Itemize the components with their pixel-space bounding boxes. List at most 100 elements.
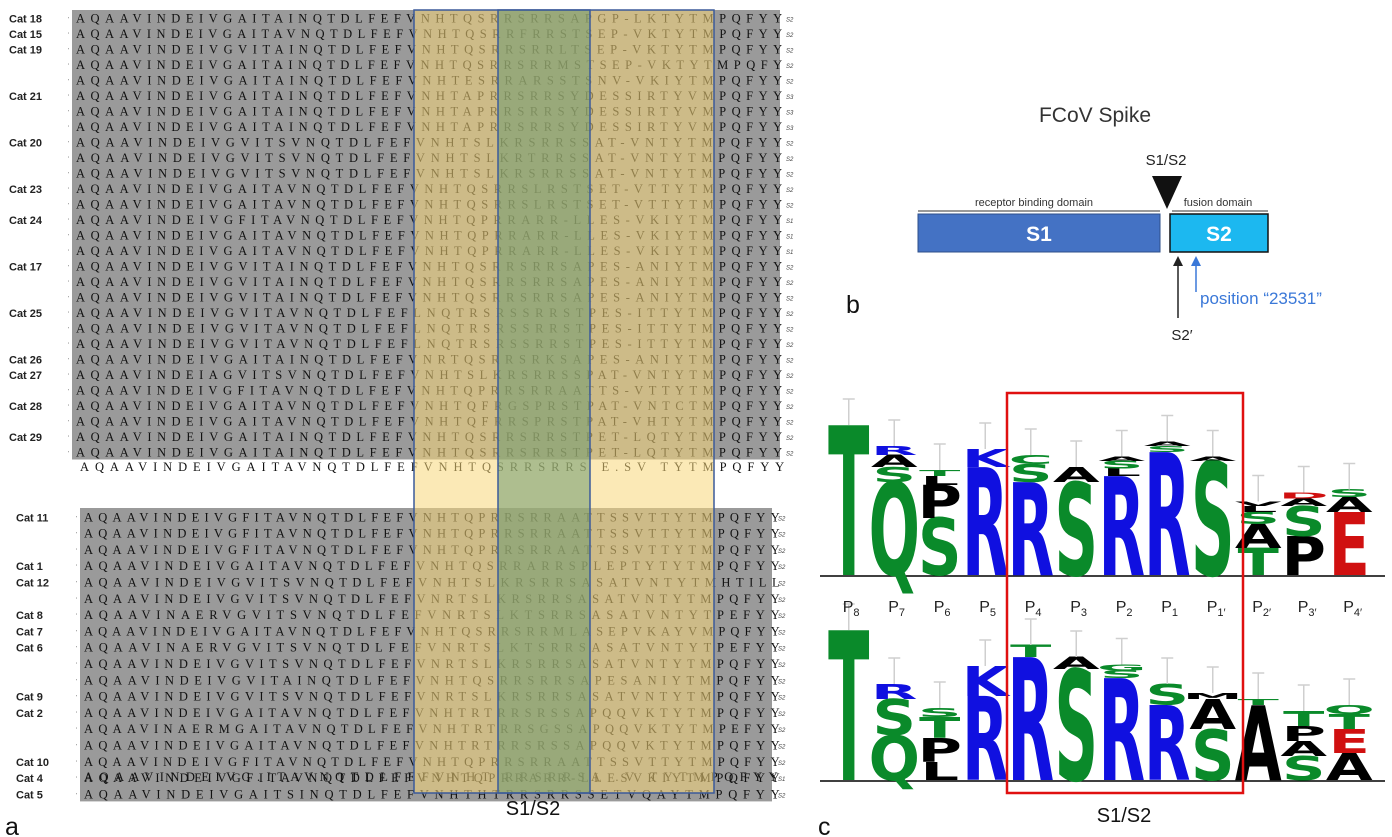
logo-letter: S: [1100, 669, 1144, 681]
logo-letter: S: [872, 463, 916, 487]
furin-site-column: [497, 9, 591, 794]
sequence-tag: S2: [786, 328, 794, 334]
fusion-domain-label: fusion domain: [1184, 197, 1253, 209]
row-tick: ’: [68, 343, 69, 349]
row-tick: ’: [76, 647, 77, 653]
logo-letter: S: [1327, 488, 1371, 500]
s1s2-site-box: [1005, 391, 1245, 795]
logo-letter: K: [962, 659, 1011, 707]
logo-letter: A: [1326, 746, 1373, 789]
row-tick: ’: [68, 64, 69, 70]
row-tick: ’: [68, 359, 69, 365]
logo-letter: P: [1282, 722, 1326, 746]
sequence-tag: S2: [778, 712, 786, 718]
category-label: Cat 10: [16, 757, 49, 769]
logo-letter: S: [873, 690, 916, 747]
logo-letter: Q: [869, 723, 920, 795]
category-label: Cat 9: [16, 692, 43, 704]
row-tick: ’: [68, 250, 69, 256]
row-tick: ’: [76, 712, 77, 718]
sequence-tag: S2: [786, 343, 794, 349]
category-label: Cat 4: [16, 773, 44, 785]
logo-letter: R: [1007, 624, 1054, 820]
sequence-tag: S2: [786, 421, 794, 427]
logo-letter: R: [1098, 450, 1145, 608]
s2-domain-box: [1169, 213, 1269, 253]
logo-letter: A: [871, 452, 919, 471]
row-tick: ’: [68, 219, 69, 225]
logo-letter: L: [920, 757, 959, 786]
logo-letter: R: [962, 438, 1009, 611]
row-tick: ’: [76, 614, 77, 620]
row-tick: ’: [76, 582, 77, 588]
logo-letter: T: [1238, 698, 1280, 708]
category-label: Cat 15: [9, 29, 42, 41]
sequence-tag: S3: [786, 111, 794, 117]
sequence-tag: S2: [786, 80, 794, 86]
position-subscript: 3′: [1308, 607, 1316, 619]
row-tick: ’: [68, 173, 69, 179]
row-tick: ’: [76, 533, 77, 539]
logo-letter: E: [1329, 723, 1370, 761]
row-tick: ’: [68, 436, 69, 442]
logo-letter: R: [962, 674, 1009, 808]
logo-letter: S: [1191, 430, 1235, 612]
row-tick: ’: [68, 235, 69, 241]
logo-letter: A: [1053, 654, 1101, 673]
sequence-tag: S2: [786, 188, 794, 194]
row-tick: ’: [76, 598, 77, 604]
sequence-tag: S1: [778, 777, 785, 783]
category-label: Cat 1: [16, 561, 43, 573]
panel-b-letter: b: [846, 291, 860, 319]
logo-letter: A: [1144, 440, 1192, 447]
sequence-tag: S2: [786, 49, 794, 55]
logo-letter: A: [1326, 493, 1373, 517]
row-tick: ’: [68, 421, 69, 427]
sequence-tag: S2: [786, 64, 794, 70]
panel-c-region-label: S1/S2: [1097, 805, 1151, 827]
sequence-tag: S2: [786, 142, 794, 148]
row-tick: ’: [68, 266, 69, 272]
logo-letter: S: [918, 503, 962, 594]
logo-letter: V: [1235, 500, 1283, 507]
row-tick: ’: [76, 679, 77, 685]
row-tick: ’: [68, 452, 69, 458]
logo-letter: S: [918, 706, 962, 720]
category-label: Cat 11: [16, 512, 48, 524]
sequence-tag: S2: [778, 679, 786, 685]
logo-letter: S: [1145, 679, 1189, 712]
sequence-tag: S2: [778, 728, 786, 734]
category-label: Cat 28: [9, 401, 42, 413]
sequence-tag: S2: [786, 374, 794, 380]
logo-letter: G: [1097, 663, 1147, 673]
row-tick: ’: [76, 777, 77, 783]
sequence-tag: S2: [786, 297, 794, 303]
logo-letter: T: [1010, 642, 1051, 661]
logo-letter: M: [1183, 692, 1243, 702]
sequence-tag: S2: [778, 516, 786, 522]
row-tick: ’: [76, 761, 77, 767]
s2prime-label: S2′: [1171, 327, 1192, 344]
sequence-tag: S2: [786, 312, 794, 318]
sequence-tag: S2: [786, 173, 794, 179]
sequence-tag: S2: [778, 582, 786, 588]
category-label: Cat 2: [16, 708, 43, 720]
row-tick: ’: [76, 793, 77, 799]
position-label: position “23531”: [1200, 289, 1322, 308]
logo-letter: A: [1189, 455, 1237, 462]
sequence-tag: S2: [786, 436, 794, 442]
category-label: Cat 20: [9, 138, 42, 150]
sequence-tag: S2: [786, 18, 794, 24]
sequence-tag: S1: [786, 250, 793, 256]
sequence-tag: S2: [778, 696, 786, 702]
row-tick: ’: [68, 18, 69, 24]
logo-letter: K: [962, 444, 1012, 473]
row-tick: ’: [76, 663, 77, 669]
panel-a-alignment: Cat 18AQAAVINDEIVGAITAINQTDLFEFVNHTQSRRS…: [5, 9, 794, 837]
logo-letter: A: [1189, 692, 1236, 740]
cleavage-marker-icon: [1152, 176, 1182, 209]
position-subscript: 3: [1081, 607, 1087, 619]
logo-letter: T: [1238, 541, 1279, 584]
